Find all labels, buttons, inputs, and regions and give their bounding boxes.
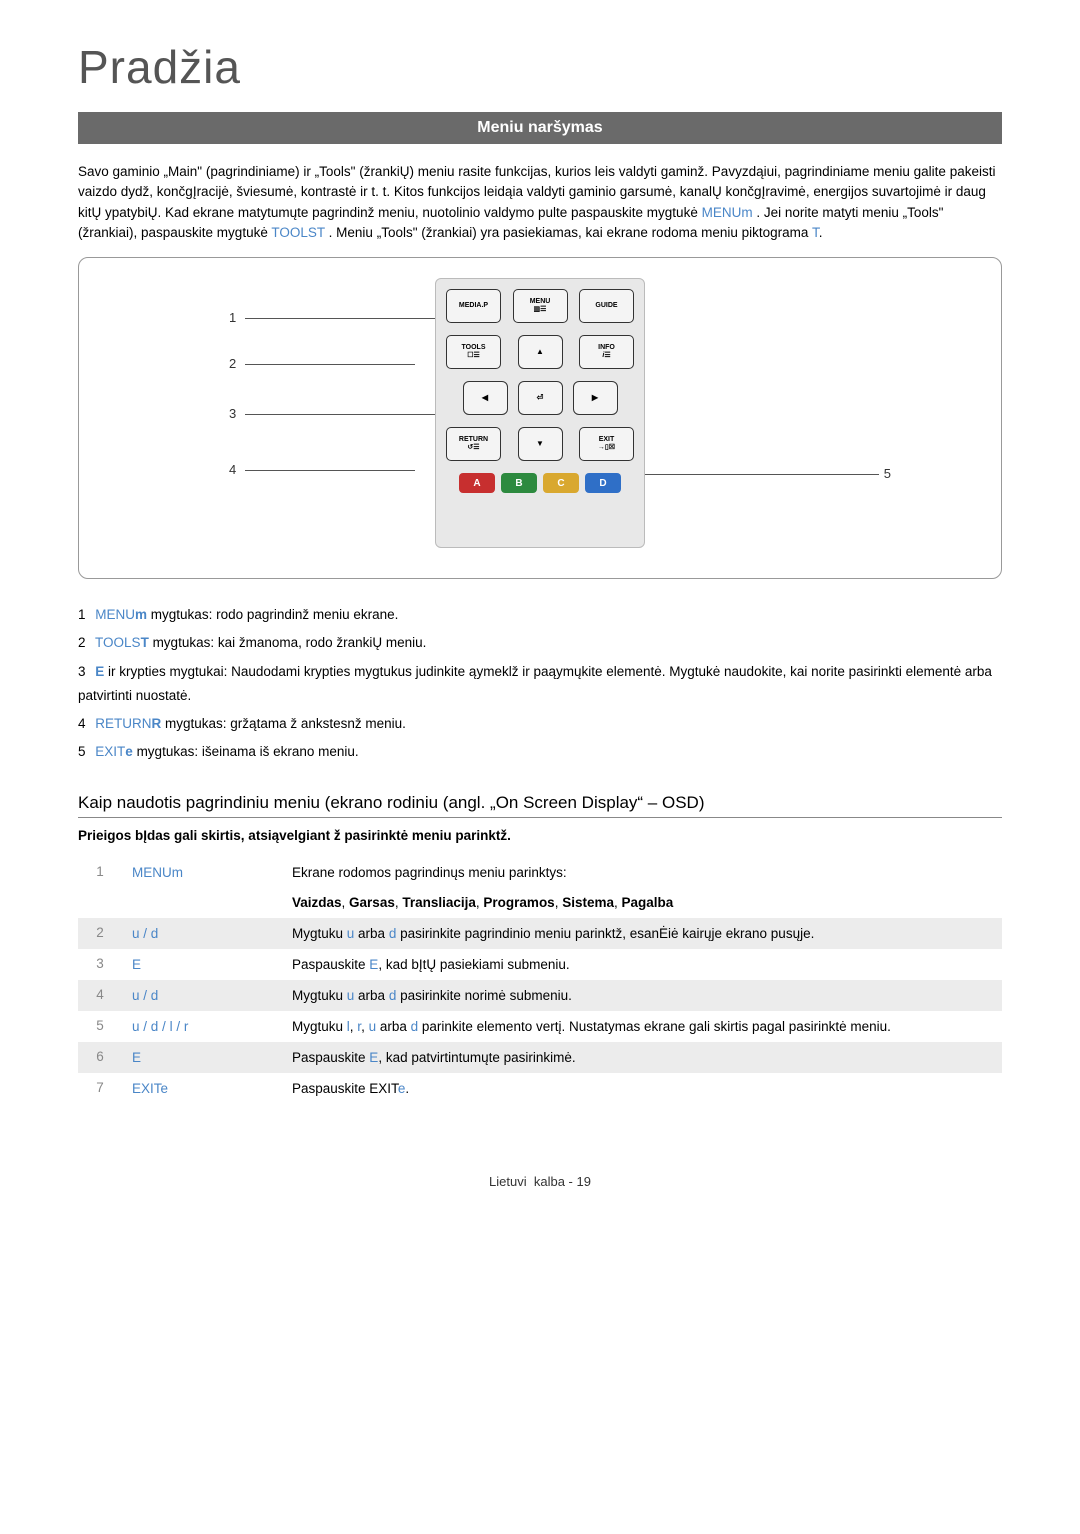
menu-label: MENU — [530, 298, 551, 306]
legend-item: 2 TOOLST mygtukas: kai žmanoma, rodo žra… — [78, 631, 1002, 655]
page-footer: Lietuvi kalba - 19 — [78, 1174, 1002, 1189]
steps-row: 1 MENUm Ekrane rodomos pagrindinųs meniu… — [78, 857, 1002, 918]
step-desc: Paspauskite E, kad patvirtintumųte pasir… — [282, 1042, 1002, 1073]
step-desc: Mygtuku u arba d pasirinkite pagrindinio… — [282, 918, 1002, 949]
intro-menu-kw: MENU — [702, 205, 742, 220]
mediap-button: MEDIA.P — [446, 289, 501, 323]
intro-text-3: . Meniu „Tools" (žrankiai) yra pasiekiam… — [329, 225, 809, 240]
step-number: 1 — [78, 857, 122, 918]
diagram-line-2 — [245, 364, 415, 365]
legend-item: 1 MENUm mygtukas: rodo pagrindinž meniu … — [78, 603, 1002, 627]
diagram-label-4: 4 — [229, 462, 236, 477]
tools-button: TOOLS ☐☰ — [446, 335, 501, 369]
enter-button: ⏎ — [518, 381, 563, 415]
intro-end-sym: T — [812, 225, 819, 240]
remote-row-3: ◀ ⏎ ▶ — [446, 381, 634, 415]
diagram-line-3 — [245, 414, 460, 415]
step-desc: Ekrane rodomos pagrindinųs meniu parinkt… — [282, 857, 1002, 918]
remote-row-4: RETURN ↺☰ ▼ EXIT →▯☒ — [446, 427, 634, 461]
left-arrow-button: ◀ — [463, 381, 508, 415]
step-key: u / d — [122, 980, 282, 1011]
steps-row: 7 EXITe Paspauskite EXITe. — [78, 1073, 1002, 1104]
remote-row-1: MEDIA.P MENU ▥☰ GUIDE — [446, 289, 634, 323]
subheading: Kaip naudotis pagrindiniu meniu (ekrano … — [78, 793, 1002, 818]
steps-row: 3 E Paspauskite E, kad bĮtŲ pasiekiami s… — [78, 949, 1002, 980]
color-c-button: C — [543, 473, 579, 493]
step-key: EXITe — [122, 1073, 282, 1104]
legend-item: 3 E ir krypties mygtukai: Naudodami kryp… — [78, 660, 1002, 709]
guide-button: GUIDE — [579, 289, 634, 323]
intro-tools-sym: T — [317, 225, 325, 240]
return-button: RETURN ↺☰ — [446, 427, 501, 461]
diagram-label-2: 2 — [229, 356, 236, 371]
step-key: u / d — [122, 918, 282, 949]
color-a-button: A — [459, 473, 495, 493]
remote-color-row: A B C D — [446, 473, 634, 493]
step-number: 3 — [78, 949, 122, 980]
page-title: Pradžia — [78, 40, 1002, 94]
remote-body: MEDIA.P MENU ▥☰ GUIDE TOOLS ☐☰ ▲ INFO i☰ — [435, 278, 645, 548]
up-arrow-button: ▲ — [518, 335, 563, 369]
tools-label: TOOLS — [462, 344, 486, 352]
remote-diagram-box: 1 2 3 4 5 MEDIA.P MENU ▥☰ GUIDE TOOLS ☐☰ — [78, 257, 1002, 579]
steps-row: 4 u / d Mygtuku u arba d pasirinkite nor… — [78, 980, 1002, 1011]
info-icon: i☰ — [602, 352, 610, 360]
diagram-label-3: 3 — [229, 406, 236, 421]
diagram-label-5: 5 — [884, 466, 891, 481]
intro-tools-kw: TOOLS — [271, 225, 317, 240]
step-number: 6 — [78, 1042, 122, 1073]
exit-button: EXIT →▯☒ — [579, 427, 634, 461]
legend-item: 4 RETURNR mygtukas: gržątama ž ankstesnž… — [78, 712, 1002, 736]
intro-menu-sym: m — [741, 205, 752, 220]
diagram-label-1: 1 — [229, 310, 236, 325]
diagram-line-4 — [245, 470, 415, 471]
menu-button: MENU ▥☰ — [513, 289, 568, 323]
intro-paragraph: Savo gaminio „Main" (pagrindiniame) ir „… — [78, 162, 1002, 243]
remote-diagram: 1 2 3 4 5 MEDIA.P MENU ▥☰ GUIDE TOOLS ☐☰ — [99, 278, 981, 558]
steps-row: 5 u / d / l / r Mygtuku l, r, u arba d p… — [78, 1011, 1002, 1042]
step-key: u / d / l / r — [122, 1011, 282, 1042]
legend-list: 1 MENUm mygtukas: rodo pagrindinž meniu … — [78, 603, 1002, 765]
tools-icon: ☐☰ — [467, 352, 480, 360]
info-button: INFO i☰ — [579, 335, 634, 369]
exit-label: EXIT — [599, 436, 615, 444]
step-desc: Mygtuku l, r, u arba d parinkite element… — [282, 1011, 1002, 1042]
menu-icon: ▥☰ — [534, 306, 547, 314]
steps-table: 1 MENUm Ekrane rodomos pagrindinųs meniu… — [78, 857, 1002, 1104]
step-key: E — [122, 1042, 282, 1073]
steps-row: 6 E Paspauskite E, kad patvirtintumųte p… — [78, 1042, 1002, 1073]
step-desc: Paspauskite E, kad bĮtŲ pasiekiami subme… — [282, 949, 1002, 980]
step-key: E — [122, 949, 282, 980]
down-arrow-button: ▼ — [518, 427, 563, 461]
step-key: MENUm — [122, 857, 282, 918]
step-desc: Mygtuku u arba d pasirinkite norimė subm… — [282, 980, 1002, 1011]
remote-row-2: TOOLS ☐☰ ▲ INFO i☰ — [446, 335, 634, 369]
section-header: Meniu naršymas — [78, 112, 1002, 144]
info-label: INFO — [598, 344, 615, 352]
step-number: 2 — [78, 918, 122, 949]
color-d-button: D — [585, 473, 621, 493]
legend-item: 5 EXITe mygtukas: išeinama iš ekrano men… — [78, 740, 1002, 764]
intro-period: . — [819, 225, 823, 240]
steps-row: 2 u / d Mygtuku u arba d pasirinkite pag… — [78, 918, 1002, 949]
note: Prieigos bĮdas gali skirtis, atsiąvelgia… — [78, 828, 1002, 843]
right-arrow-button: ▶ — [573, 381, 618, 415]
diagram-line-1 — [245, 318, 457, 319]
step-number: 4 — [78, 980, 122, 1011]
step-number: 5 — [78, 1011, 122, 1042]
step-number: 7 — [78, 1073, 122, 1104]
step-desc: Paspauskite EXITe. — [282, 1073, 1002, 1104]
color-b-button: B — [501, 473, 537, 493]
return-icon: ↺☰ — [467, 444, 479, 452]
exit-icon: →▯☒ — [598, 444, 615, 452]
return-label: RETURN — [459, 436, 488, 444]
